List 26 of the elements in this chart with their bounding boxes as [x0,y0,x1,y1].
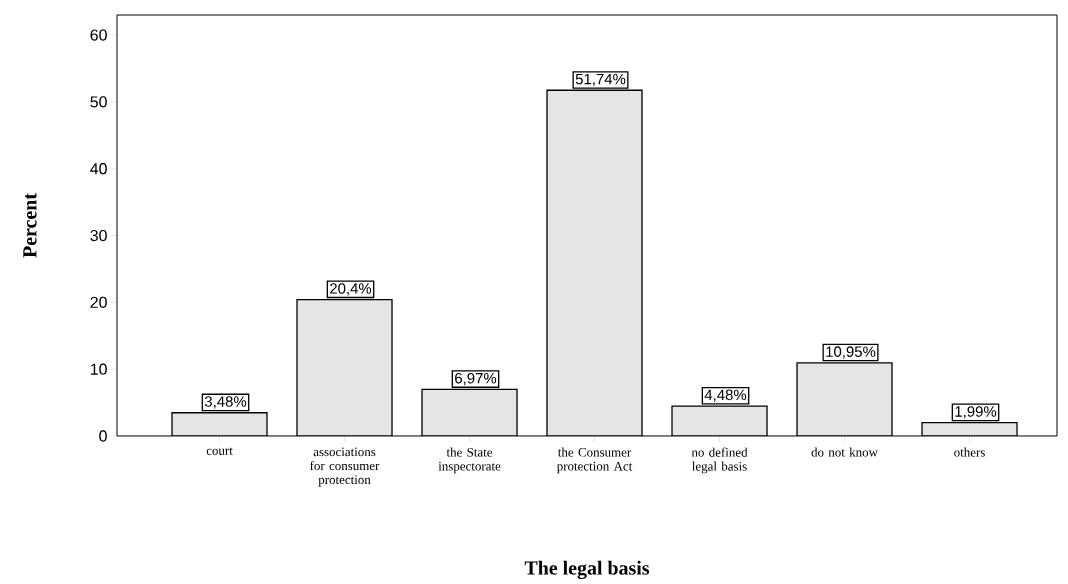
y-tick-label: 50 [90,96,107,108]
bar [672,406,768,436]
x-tick-label: the State inspectorate [438,447,501,474]
x-tick-label: do not know [811,447,878,457]
x-axis-title: The legal basis [524,560,650,579]
data-label: 51,74% [575,73,626,87]
data-label: 20,4% [330,283,372,296]
x-tick-label: no defined legal basis [691,447,748,474]
x-tick-label: the Consumer protection Act [556,447,633,474]
y-tick-label: 40 [90,163,107,175]
data-label: 6,97% [455,372,497,386]
data-label: 3,48% [204,396,247,409]
data-label: 1,99% [955,406,997,419]
y-tick-label: 60 [90,29,107,41]
y-tick-label: 10 [90,363,107,375]
bar [547,90,643,436]
data-label: 10,95% [826,346,876,359]
y-tick-label: 0 [99,430,107,442]
bar [172,412,268,436]
y-axis-title: Percent [23,193,37,258]
x-tick-label: associations for consumer protection [310,447,380,487]
y-tick-label: 30 [90,229,107,242]
x-tick-label: court [206,447,233,455]
data-label: 4,48% [704,389,747,402]
y-tick-label: 20 [90,296,107,308]
x-tick-label: others [954,447,985,457]
